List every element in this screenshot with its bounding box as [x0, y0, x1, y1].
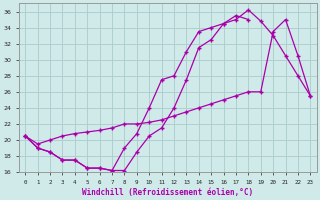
- X-axis label: Windchill (Refroidissement éolien,°C): Windchill (Refroidissement éolien,°C): [82, 188, 253, 197]
